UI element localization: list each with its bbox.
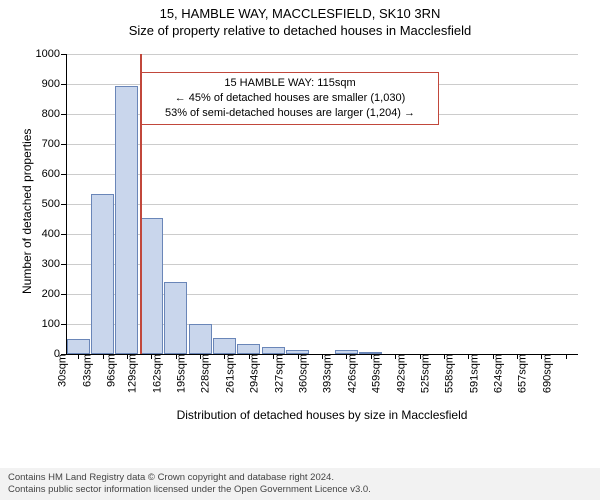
xtick-label: 327sqm: [271, 354, 285, 393]
ytick-label: 300: [42, 258, 66, 270]
plot-area: 0100200300400500600700800900100030sqm63s…: [66, 54, 578, 354]
xtick-label: 591sqm: [466, 354, 480, 393]
xtick-label: 525sqm: [417, 354, 431, 393]
ytick-label: 700: [42, 138, 66, 150]
ytick-label: 900: [42, 78, 66, 90]
xtick-label: 63sqm: [79, 354, 93, 387]
histogram-bar: [164, 282, 187, 354]
xtick-label: 393sqm: [320, 354, 334, 393]
xtick-label: 30sqm: [55, 354, 69, 387]
xtick-label: 162sqm: [149, 354, 163, 393]
histogram-bar: [237, 344, 260, 354]
xtick-label: 261sqm: [222, 354, 236, 393]
gridline-h: [66, 174, 578, 175]
ytick-label: 400: [42, 228, 66, 240]
ytick-label: 600: [42, 168, 66, 180]
x-axis-title: Distribution of detached houses by size …: [177, 408, 468, 422]
xtick-label: 492sqm: [393, 354, 407, 393]
chart-container: 0100200300400500600700800900100030sqm63s…: [0, 46, 600, 446]
xtick-label: 657sqm: [515, 354, 529, 393]
xtick-label: 96sqm: [103, 354, 117, 387]
histogram-bar: [140, 218, 163, 355]
histogram-bar: [189, 324, 212, 354]
ytick-label: 500: [42, 198, 66, 210]
annotation-line: 53% of semi-detached houses are larger (…: [148, 106, 432, 121]
ytick-label: 200: [42, 288, 66, 300]
xtick-label: 195sqm: [174, 354, 188, 393]
xtick-label: 129sqm: [125, 354, 139, 393]
gridline-h: [66, 204, 578, 205]
xtick-label: 294sqm: [247, 354, 261, 393]
xtick-label: 624sqm: [490, 354, 504, 393]
gridline-h: [66, 54, 578, 55]
ytick-label: 1000: [36, 48, 66, 60]
footer-line1: Contains HM Land Registry data © Crown c…: [8, 472, 592, 484]
title-line1: 15, HAMBLE WAY, MACCLESFIELD, SK10 3RN: [0, 6, 600, 23]
x-axis-line: [66, 354, 578, 355]
title-line2: Size of property relative to detached ho…: [0, 23, 600, 40]
footer-attribution: Contains HM Land Registry data © Crown c…: [0, 468, 600, 500]
xtick-label: 558sqm: [442, 354, 456, 393]
xtick-label: 228sqm: [198, 354, 212, 393]
gridline-h: [66, 144, 578, 145]
xtick-label: 690sqm: [539, 354, 553, 393]
y-axis-line: [66, 54, 67, 354]
ytick-label: 100: [42, 318, 66, 330]
xtick-label: 360sqm: [295, 354, 309, 393]
histogram-bar: [115, 86, 138, 355]
ytick-label: 800: [42, 108, 66, 120]
annotation-box: 15 HAMBLE WAY: 115sqm← 45% of detached h…: [141, 72, 439, 125]
footer-line2: Contains public sector information licen…: [8, 484, 592, 496]
annotation-line: 15 HAMBLE WAY: 115sqm: [148, 76, 432, 91]
y-axis-title: Number of detached properties: [20, 129, 34, 294]
histogram-bar: [67, 339, 90, 354]
histogram-bar: [91, 194, 114, 355]
histogram-bar: [262, 347, 285, 354]
histogram-bar: [213, 338, 236, 354]
xtick-label: 426sqm: [344, 354, 358, 393]
xtick-label: 459sqm: [369, 354, 383, 393]
chart-title-block: 15, HAMBLE WAY, MACCLESFIELD, SK10 3RN S…: [0, 0, 600, 40]
annotation-line: ← 45% of detached houses are smaller (1,…: [148, 91, 432, 106]
